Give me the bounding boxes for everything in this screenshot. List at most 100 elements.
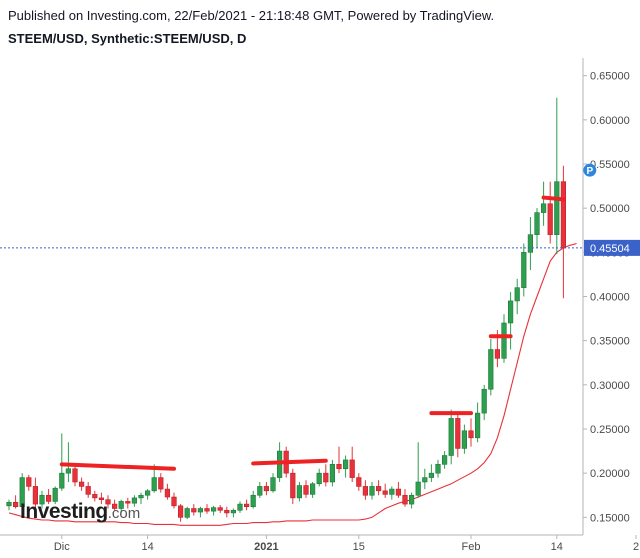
candle-body [6,502,12,507]
y-tick-label: 0.35000 [590,336,630,348]
candle-body [19,477,25,508]
candle-body [138,494,144,499]
candle-body [270,477,276,492]
candle-body [244,503,250,508]
x-tick-label: 14 [551,541,563,553]
candle-body [461,430,468,449]
candle-body [468,430,474,439]
logo-main: Investing [20,500,108,523]
candle-body [171,496,177,507]
candle-body [145,490,151,496]
candle-body [237,503,243,511]
candle-body [92,494,98,499]
y-tick-label: 0.50000 [590,203,630,215]
candle-body [356,477,362,487]
last-price-label: 0.45504 [590,243,630,255]
candle-body [85,486,91,495]
candle-body [158,477,164,490]
y-tick-label: 0.25000 [590,424,630,436]
drawn-level-line [251,458,328,466]
candle-body [514,287,520,302]
x-tick-label: 14 [141,541,153,553]
candle-body [428,472,435,478]
candle-body [59,472,65,489]
published-caption: Published on Investing.com, 22/Feb/2021 … [8,8,495,23]
candle-body [422,477,428,483]
symbol-title: STEEM/USD, Synthetic:STEEM/USD, D [8,31,247,46]
candle-body [389,488,395,495]
candle-body [72,468,78,483]
candle-body [395,488,402,496]
candle-body [375,486,382,492]
candle-body [554,181,560,235]
candle-body [303,485,309,495]
candle-body [52,487,58,502]
candle-body [230,509,237,514]
candle-body [441,455,448,465]
y-tick-label: 0.40000 [590,292,630,304]
candle-body [521,252,527,288]
candle-body [191,508,197,513]
candle-body [488,349,494,390]
x-tick-label: Feb [462,541,481,553]
candle-body [323,472,329,483]
y-tick-label: 0.30000 [590,380,630,392]
candle-body [45,494,52,502]
candle-body [79,481,85,487]
candle-body [250,494,256,508]
drawn-level-line [541,195,566,202]
candle-body [507,300,514,324]
candle-body [435,464,441,474]
x-tick-label: Dic [54,541,70,553]
y-tick-label: 0.15000 [590,512,630,524]
y-tick-label: 0.65000 [590,71,630,83]
candle-body [39,494,45,505]
candle-body [329,464,336,483]
candle-body [105,499,111,505]
candle-body [217,507,223,511]
candle-body [336,464,342,470]
candle-body [448,418,454,456]
candle-body [151,477,157,492]
candle-body [13,502,19,508]
marker-label: P [586,166,593,177]
candle-body [290,472,296,499]
x-tick-label: 15 [353,541,365,553]
candle-body [224,509,230,514]
candle-body [349,459,355,478]
moving-average-line [8,242,577,526]
candle-body [178,505,184,518]
candle-body [309,483,316,495]
candle-body [98,497,104,500]
candle-body [112,503,118,509]
investing-logo: Investing.com [20,500,140,524]
candle-body [415,481,421,496]
candle-body [560,181,566,249]
candle-body [164,488,171,498]
candle-body [204,508,210,512]
candle-body [501,322,507,359]
last-price-tag [584,239,640,256]
candle-body [26,477,32,487]
candle-body [184,508,190,518]
candle-body [316,472,322,485]
candle-body [211,507,217,512]
y-tick-label: 0.60000 [590,115,630,127]
candle-body [197,508,204,513]
candle-body [540,203,547,213]
candle-body [296,485,303,499]
candle-body [65,468,71,474]
candle-body [118,501,124,509]
x-tick-label: 2 [633,541,639,553]
candle-body [547,203,553,235]
candle-body [402,494,408,505]
candle-body [408,494,415,505]
candle-body [32,486,38,505]
y-tick-label: 0.20000 [590,468,630,480]
candle-body [474,412,481,439]
drawn-level-line [59,462,176,471]
candle-body [527,234,533,253]
candle-body [494,349,501,359]
candle-body [257,486,263,496]
